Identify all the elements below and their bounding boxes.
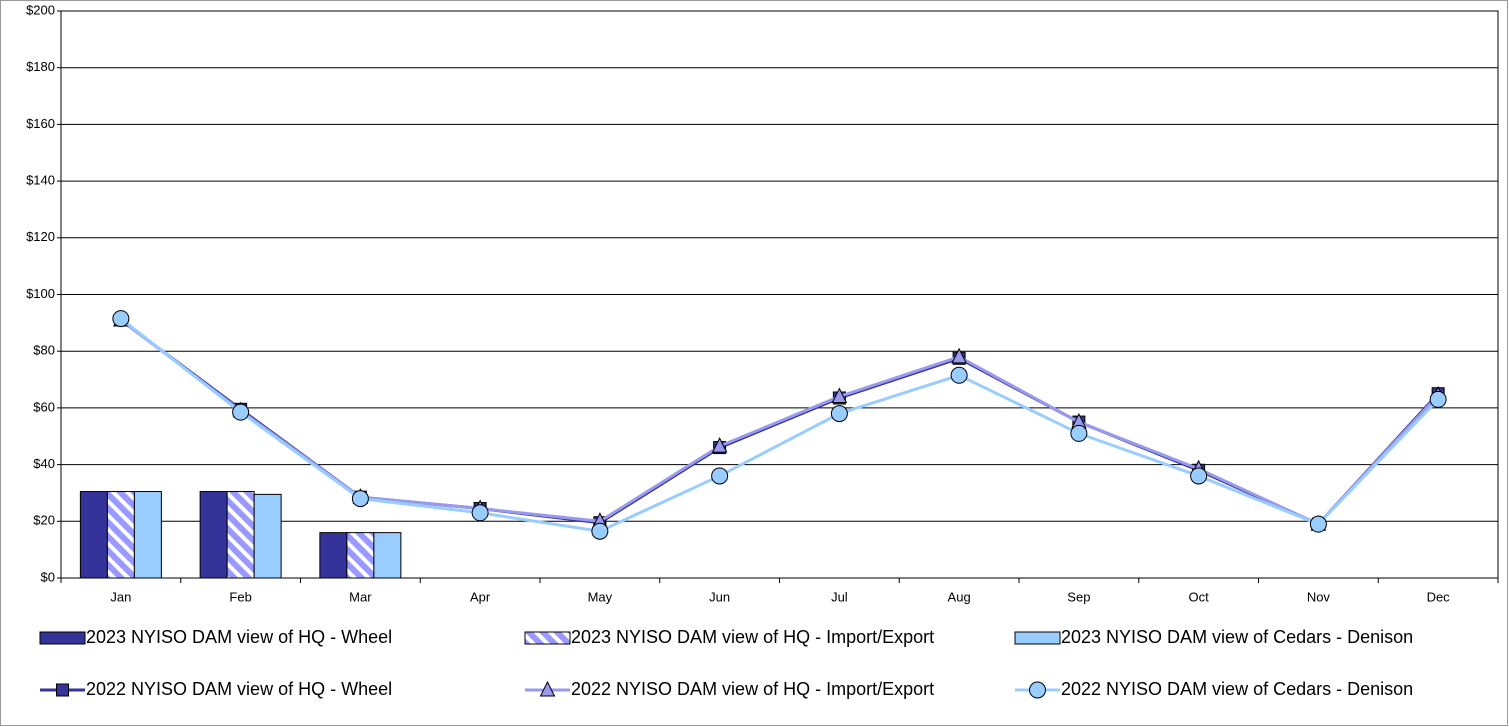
x-tick-label: Jan (110, 589, 131, 604)
legend-label: 2023 NYISO DAM view of HQ - Import/Expor… (571, 627, 934, 647)
x-tick-label: Sep (1067, 589, 1090, 604)
marker (1190, 467, 1208, 485)
x-tick-label: Oct (1189, 589, 1210, 604)
legend-swatch (1014, 631, 1061, 645)
legend-swatch (39, 631, 86, 645)
legend-label: 2022 NYISO DAM view of HQ - Wheel (86, 679, 392, 699)
marker (591, 522, 609, 540)
y-tick-label: $100 (26, 286, 55, 301)
y-tick-label: $200 (26, 2, 55, 17)
legend-swatch (524, 631, 571, 645)
legend-label: 2023 NYISO DAM view of Cedars - Denison (1061, 627, 1413, 647)
x-tick-label: Mar (349, 589, 372, 604)
marker (471, 504, 489, 522)
y-tick-label: $20 (33, 513, 55, 528)
legend-marker (56, 683, 69, 697)
bar (373, 532, 402, 579)
line (119, 317, 1440, 533)
legend-label: 2022 NYISO DAM view of HQ - Import/Expor… (571, 679, 934, 699)
y-tick-label: $120 (26, 229, 55, 244)
marker (950, 366, 968, 384)
x-tick-label: Aug (948, 589, 971, 604)
bar (253, 493, 282, 579)
x-tick-label: May (588, 589, 613, 604)
bar (199, 491, 228, 579)
x-tick-label: Jun (709, 589, 730, 604)
y-tick-label: $160 (26, 116, 55, 131)
legend-label: 2023 NYISO DAM view of HQ - Wheel (86, 627, 392, 647)
y-tick-label: $180 (26, 59, 55, 74)
x-tick-label: Feb (229, 589, 251, 604)
marker (830, 405, 848, 423)
bar (106, 491, 135, 579)
marker (1309, 515, 1327, 533)
y-tick-label: $140 (26, 173, 55, 188)
y-tick-label: $60 (33, 399, 55, 414)
bar (133, 491, 162, 579)
marker (1429, 390, 1447, 408)
marker (711, 437, 728, 453)
marker (112, 310, 130, 328)
y-tick-label: $40 (33, 456, 55, 471)
legend-marker (539, 680, 556, 697)
bar (319, 532, 348, 579)
marker (711, 467, 729, 485)
y-tick-label: $80 (33, 343, 55, 358)
marker (951, 347, 967, 364)
marker (351, 490, 369, 508)
bar (346, 532, 375, 579)
legend-marker (1029, 681, 1046, 699)
marker (232, 403, 250, 421)
x-tick-label: Jul (831, 589, 848, 604)
bar (79, 491, 108, 579)
marker (1070, 424, 1088, 442)
bar (226, 491, 255, 579)
x-tick-label: Dec (1427, 589, 1451, 604)
legend-label: 2022 NYISO DAM view of Cedars - Denison (1061, 679, 1413, 699)
marker (831, 387, 848, 404)
y-tick-label: $0 (41, 569, 55, 584)
x-tick-label: Nov (1307, 589, 1331, 604)
x-tick-label: Apr (470, 589, 491, 604)
